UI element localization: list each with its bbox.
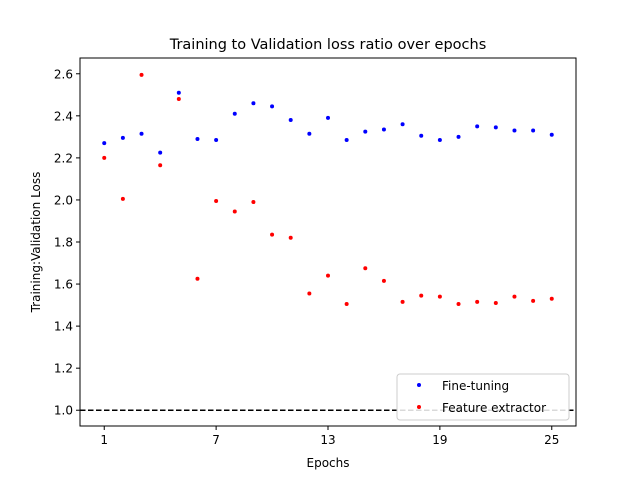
data-point-feature-extractor (437, 294, 442, 299)
data-point-fine-tuning (176, 90, 181, 95)
data-point-feature-extractor (381, 278, 386, 283)
data-point-feature-extractor (232, 209, 237, 214)
data-point-fine-tuning (475, 124, 480, 129)
y-tick-label: 2.2 (54, 151, 73, 165)
data-point-feature-extractor (419, 293, 424, 298)
y-tick-label: 1.2 (54, 362, 73, 376)
data-point-fine-tuning (419, 133, 424, 138)
data-point-fine-tuning (381, 127, 386, 132)
data-point-feature-extractor (307, 291, 312, 296)
data-point-fine-tuning (493, 125, 498, 130)
data-point-feature-extractor (456, 302, 461, 307)
y-tick-label: 2.4 (54, 109, 73, 123)
chart-title: Training to Validation loss ratio over e… (169, 37, 487, 53)
data-point-fine-tuning (288, 118, 293, 123)
legend-box (396, 373, 570, 421)
legend: Fine-tuning Feature extractor (396, 373, 570, 421)
data-point-feature-extractor (493, 300, 498, 305)
data-point-fine-tuning (214, 138, 219, 143)
data-point-fine-tuning (120, 135, 125, 140)
data-point-fine-tuning (512, 128, 517, 133)
data-point-feature-extractor (158, 163, 163, 168)
y-axis-label: Training:Validation Loss (29, 172, 43, 314)
data-point-fine-tuning (456, 134, 461, 139)
data-point-feature-extractor (288, 235, 293, 240)
data-point-fine-tuning (307, 131, 312, 136)
plot-area (80, 58, 576, 426)
data-point-fine-tuning (270, 104, 275, 109)
data-point-feature-extractor (214, 198, 219, 203)
y-tick-label: 1.8 (54, 236, 73, 250)
data-point-fine-tuning (437, 138, 442, 143)
data-point-feature-extractor (326, 273, 330, 278)
data-point-feature-extractor (531, 298, 536, 303)
y-tick-label: 2.0 (54, 193, 73, 207)
data-point-fine-tuning (400, 122, 405, 127)
data-point-fine-tuning (326, 115, 330, 120)
data-point-feature-extractor (195, 276, 200, 281)
x-tick-label: 25 (544, 433, 559, 447)
series-fine-tuning (102, 90, 554, 155)
data-point-feature-extractor (251, 200, 256, 205)
data-point-feature-extractor (344, 302, 349, 307)
legend-label-fine-tuning: Fine-tuning (442, 379, 509, 393)
series-feature-extractor (102, 72, 554, 307)
data-point-fine-tuning (549, 132, 554, 137)
data-point-feature-extractor (139, 72, 144, 77)
x-tick-label: 19 (432, 433, 447, 447)
y-tick-label: 1.0 (54, 404, 73, 418)
data-point-feature-extractor (512, 294, 517, 299)
x-tick-label: 1 (100, 433, 108, 447)
data-point-fine-tuning (102, 141, 107, 146)
data-point-fine-tuning (251, 101, 256, 106)
y-tick-label: 2.6 (54, 67, 73, 81)
data-point-feature-extractor (120, 196, 125, 201)
legend-marker-fine-tuning (417, 383, 421, 387)
data-point-fine-tuning (232, 111, 237, 116)
y-tick-label: 1.4 (54, 320, 73, 334)
y-tick-label: 1.6 (54, 278, 73, 292)
legend-label-feature-extractor: Feature extractor (442, 401, 546, 415)
data-point-feature-extractor (475, 299, 480, 304)
data-point-feature-extractor (102, 155, 107, 160)
data-point-fine-tuning (158, 150, 163, 155)
data-point-fine-tuning (531, 128, 536, 133)
data-point-fine-tuning (363, 129, 368, 134)
x-axis-label: Epochs (307, 456, 350, 470)
x-tick-label: 13 (320, 433, 335, 447)
data-point-feature-extractor (176, 97, 181, 102)
data-point-feature-extractor (363, 266, 368, 271)
data-point-fine-tuning (139, 131, 144, 136)
data-point-feature-extractor (400, 299, 405, 304)
x-tick-label: 7 (212, 433, 220, 447)
data-point-fine-tuning (344, 138, 349, 143)
data-point-fine-tuning (195, 136, 200, 141)
legend-marker-feature-extractor (417, 405, 421, 409)
data-point-feature-extractor (549, 296, 554, 301)
data-point-feature-extractor (270, 232, 275, 237)
